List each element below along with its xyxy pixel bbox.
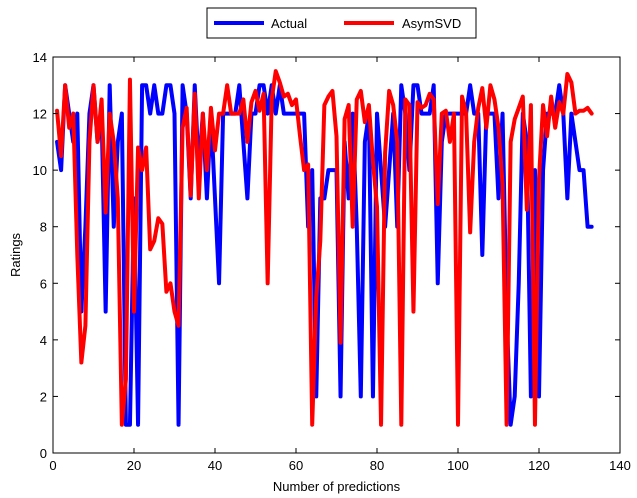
y-tick-label: 4	[40, 333, 47, 348]
legend-label-actual: Actual	[271, 16, 307, 31]
y-tick-label: 8	[40, 220, 47, 235]
axes-layer: 0 20 40 60 80 100 120 140 0 2 4 6 8 10 12 14	[33, 50, 631, 473]
x-tick-label: 20	[127, 458, 141, 473]
x-tick-label: 120	[528, 458, 550, 473]
axes-box	[52, 56, 621, 454]
x-tick-label: 40	[208, 458, 222, 473]
y-tick-label: 0	[40, 446, 47, 461]
series-layer	[55, 69, 594, 427]
x-axis-title: Number of predictions	[273, 479, 401, 494]
series-line-actual	[55, 83, 594, 427]
y-axis-title: Ratings	[8, 232, 23, 277]
legend-label-asymsvd: AsymSVD	[402, 16, 461, 31]
y-tick-label: 6	[40, 276, 47, 291]
x-tick-label: 80	[370, 458, 384, 473]
y-tick-label: 10	[33, 163, 47, 178]
y-tick-label: 14	[33, 50, 47, 65]
y-tick-label: 2	[40, 389, 47, 404]
y-tick-label: 12	[33, 107, 47, 122]
x-tick-label: 60	[289, 458, 303, 473]
legend: Actual AsymSVD	[206, 7, 477, 39]
series-line-asymsvd	[55, 69, 594, 427]
x-tick-label: 100	[447, 458, 469, 473]
x-tick-label: 0	[49, 458, 56, 473]
x-tick-label: 140	[609, 458, 631, 473]
